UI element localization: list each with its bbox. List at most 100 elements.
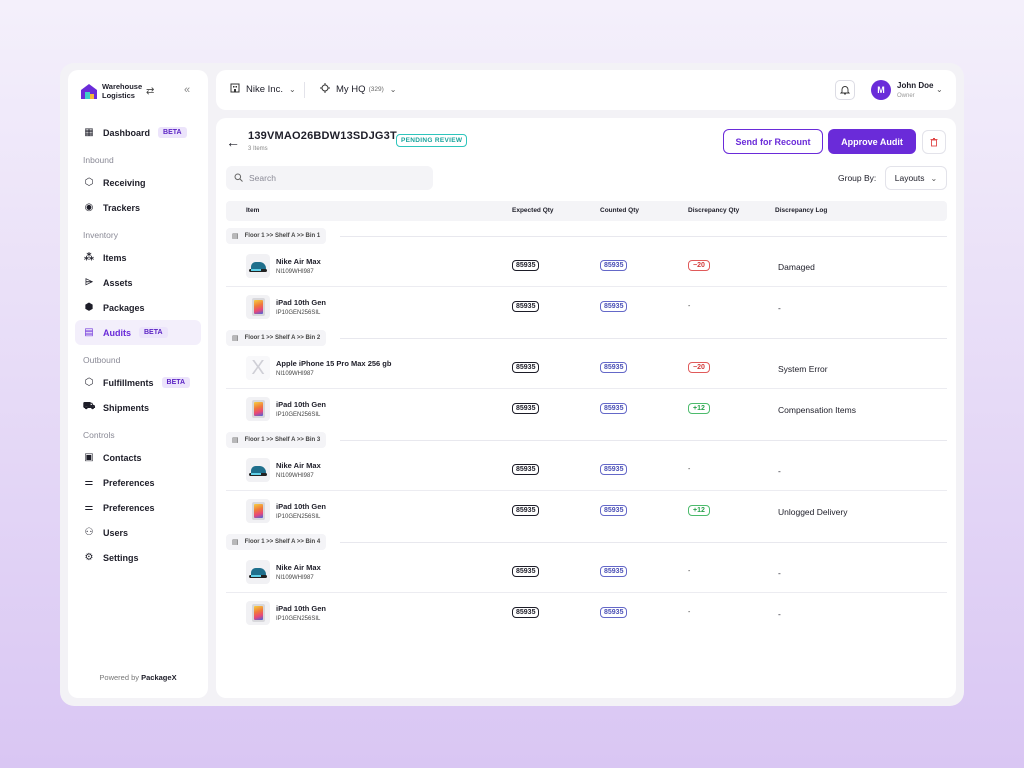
sidebar-item-audits[interactable]: ▤ Audits BETA bbox=[75, 320, 201, 345]
collapse-sidebar-icon[interactable]: « bbox=[184, 84, 191, 96]
table-row[interactable]: Nike Air Max NI109WHI987 85935 85935 - - bbox=[226, 552, 947, 593]
counted-qty: 85935 bbox=[600, 403, 628, 414]
brand-name-line1: Warehouse bbox=[102, 82, 143, 91]
nav-section-controls: Controls bbox=[83, 430, 115, 440]
table-header: Item Expected Qty Counted Qty Discrepanc… bbox=[226, 201, 947, 221]
product-sku: NI109WHI987 bbox=[276, 575, 314, 581]
sidebar-item-label: Preferences bbox=[103, 502, 155, 513]
table-row[interactable]: X Apple iPhone 15 Pro Max 256 gb NI109WHI9… bbox=[226, 348, 947, 389]
product-sku: NI109WHI987 bbox=[276, 269, 314, 275]
expected-qty: 85935 bbox=[512, 464, 540, 475]
counted-qty: 85935 bbox=[600, 464, 628, 475]
table-row[interactable]: iPad 10th Gen IP10GEN256SIL 85935 85935 - - bbox=[226, 593, 947, 634]
discrepancy-log: Compensation Items bbox=[778, 405, 856, 415]
expected-qty: 85935 bbox=[512, 403, 540, 414]
location-path: Floor 1 >> Shelf A >> Bin 2 bbox=[244, 335, 321, 341]
counted-qty: 85935 bbox=[600, 301, 628, 312]
chevron-down-icon: ⌄ bbox=[288, 85, 296, 94]
expected-qty: 85935 bbox=[512, 362, 540, 373]
truck-icon: ⛟ bbox=[82, 401, 96, 412]
brand-name-line2: Logistics bbox=[102, 91, 135, 100]
divider bbox=[340, 542, 947, 543]
header-item: Item bbox=[246, 207, 260, 214]
dashboard-icon: ▦ bbox=[84, 127, 94, 138]
crosshair-icon bbox=[320, 83, 330, 96]
table-row[interactable]: Nike Air Max NI109WHI987 85935 85935 - - bbox=[226, 450, 947, 491]
back-arrow-icon[interactable]: ← bbox=[226, 134, 240, 150]
table-row[interactable]: iPad 10th Gen IP10GEN256SIL 85935 85935 +12 C… bbox=[226, 389, 947, 430]
top-bar: Nike Inc. ⌄ My HQ (329) ⌄ M John Doe Own… bbox=[216, 70, 956, 110]
sidebar-item-trackers[interactable]: ◉ Trackers bbox=[75, 195, 201, 220]
sidebar-item-label: Dashboard bbox=[103, 127, 151, 138]
counted-qty: 85935 bbox=[600, 260, 628, 271]
sidebar-item-items[interactable]: ⁂ Items bbox=[75, 245, 201, 270]
chevron-down-icon[interactable]: ⌄ bbox=[936, 85, 943, 94]
expected-qty: 85935 bbox=[512, 505, 540, 516]
header-discrepancy-log: Discrepancy Log bbox=[775, 207, 828, 214]
sidebar-item-label: Users bbox=[103, 527, 129, 538]
location-group: ▤ Floor 1 >> Shelf A >> Bin 1 bbox=[226, 228, 947, 244]
sidebar-item-assets[interactable]: ⌲ Assets bbox=[75, 270, 201, 295]
counted-qty: 85935 bbox=[600, 505, 628, 516]
sidebar-item-label: Trackers bbox=[103, 202, 141, 213]
delete-button[interactable] bbox=[922, 130, 946, 154]
brand[interactable]: Warehouse Logistics bbox=[80, 82, 142, 100]
sidebar-item-receiving[interactable]: ⬡ Receiving bbox=[75, 170, 201, 195]
table-row[interactable]: iPad 10th Gen IP10GEN256SIL 85935 85935 +12 U… bbox=[226, 491, 947, 532]
shelf-icon: ▤ bbox=[232, 233, 239, 240]
discrepancy-qty: +12 bbox=[688, 403, 710, 414]
sidebar-nav: ▦ Dashboard BETA Inbound ⬡ Receiving ◉ Trackers… bbox=[75, 120, 201, 570]
org-selector[interactable]: Nike Inc. ⌄ bbox=[230, 83, 296, 96]
product-image-ipad bbox=[246, 295, 270, 319]
beta-badge: BETA bbox=[158, 127, 187, 138]
nav-section-outbound: Outbound bbox=[83, 355, 121, 365]
location-path: Floor 1 >> Shelf A >> Bin 1 bbox=[244, 233, 321, 239]
discrepancy-log: - bbox=[778, 609, 781, 619]
discrepancy-log: - bbox=[778, 303, 781, 313]
divider bbox=[340, 338, 947, 339]
sidebar-item-settings[interactable]: ⚙ Settings bbox=[75, 545, 201, 570]
sidebar-item-label: Shipments bbox=[103, 402, 150, 413]
product-image-ipad bbox=[246, 601, 270, 625]
table-row[interactable]: iPad 10th Gen IP10GEN256SIL 85935 85935 - - bbox=[226, 287, 947, 328]
sidebar-item-label: Fulfillments bbox=[103, 377, 154, 388]
header-discrepancy-qty: Discrepancy Qty bbox=[688, 207, 740, 214]
location-selector[interactable]: My HQ (329) ⌄ bbox=[320, 83, 396, 96]
sidebar-item-dashboard[interactable]: ▦ Dashboard BETA bbox=[75, 120, 201, 145]
switch-icon[interactable]: ⇄ bbox=[146, 86, 155, 97]
send-for-recount-button[interactable]: Send for Recount bbox=[723, 129, 823, 154]
product-name: iPad 10th Gen bbox=[276, 604, 327, 613]
notifications-button[interactable] bbox=[835, 80, 855, 100]
product-name: iPad 10th Gen bbox=[276, 298, 327, 307]
user-name[interactable]: John Doe bbox=[897, 81, 934, 90]
sidebar-item-contacts[interactable]: ▣ Contacts bbox=[75, 445, 201, 470]
location-group: ▤ Floor 1 >> Shelf A >> Bin 2 bbox=[226, 330, 947, 346]
items-icon: ⁂ bbox=[83, 252, 95, 263]
avatar[interactable]: M bbox=[871, 80, 891, 100]
location-pill: ▤ Floor 1 >> Shelf A >> Bin 2 bbox=[226, 330, 327, 346]
sidebar-item-label: Audits bbox=[103, 327, 131, 338]
counted-qty: 85935 bbox=[600, 607, 628, 618]
location-pill: ▤ Floor 1 >> Shelf A >> Bin 1 bbox=[226, 228, 327, 244]
items-count: 3 Items bbox=[248, 146, 268, 152]
sidebar-item-fulfillments[interactable]: ⬡ Fulfillments BETA bbox=[75, 370, 201, 395]
shelf-icon: ▤ bbox=[232, 335, 239, 342]
gear-icon: ⚙ bbox=[84, 552, 94, 563]
approve-audit-button[interactable]: Approve Audit bbox=[828, 129, 916, 154]
group-by-select[interactable]: Layouts ⌄ bbox=[885, 166, 947, 190]
discrepancy-log: - bbox=[778, 568, 781, 578]
search-input[interactable] bbox=[249, 173, 419, 183]
sidebar-item-packages[interactable]: ⬢ Packages bbox=[75, 295, 201, 320]
sidebar-item-shipments[interactable]: ⛟ Shipments bbox=[75, 395, 201, 420]
discrepancy-qty: −20 bbox=[688, 362, 710, 373]
location-pin-icon: ◉ bbox=[84, 202, 94, 213]
sidebar-item-preferences[interactable]: ⚌ Preferences bbox=[75, 495, 201, 520]
search-box[interactable] bbox=[226, 166, 433, 190]
sidebar-item-preferences[interactable]: ⚌ Preferences bbox=[75, 470, 201, 495]
divider bbox=[304, 82, 305, 98]
table-row[interactable]: Nike Air Max NI109WHI987 85935 85935 −20 Dama… bbox=[226, 246, 947, 287]
beta-badge: BETA bbox=[139, 327, 168, 338]
product-image-ipad bbox=[246, 397, 270, 421]
sliders-icon: ⚌ bbox=[84, 477, 94, 488]
sidebar-item-users[interactable]: ⚇ Users bbox=[75, 520, 201, 545]
